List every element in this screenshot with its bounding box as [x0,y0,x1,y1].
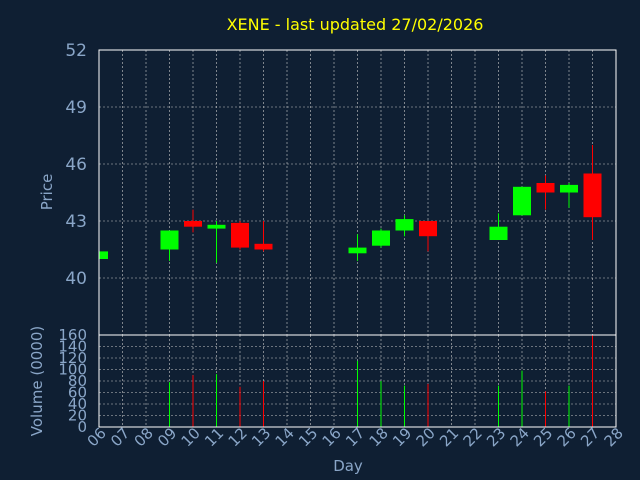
volume-tick-label: 0 [77,418,87,436]
x-tick-label: 09 [154,424,180,450]
volume-tick-label: 60 [68,384,87,402]
x-tick-label: 21 [436,424,462,450]
candle-body [583,173,602,218]
volume-axis-label: Volume (0000) [28,326,46,436]
candle-body [184,221,202,227]
candle-body [254,243,273,250]
price-tick-label: 52 [65,41,87,61]
candle-body [513,186,531,216]
candle-body [207,224,226,229]
x-tick-label: 14 [272,424,298,450]
x-tick-label: 27 [577,424,603,450]
volume-tick-label: 80 [68,372,87,390]
volume-tick-label: 40 [68,395,87,413]
volume-tick-label: 140 [58,338,87,356]
candle-body [160,230,179,250]
x-tick-label: 07 [107,424,133,450]
x-tick-label: 28 [601,424,627,450]
candle-body [536,183,555,193]
x-axis-label: Day [333,457,363,475]
candle-body [395,219,414,231]
x-tick-label: 10 [178,424,204,450]
x-tick-label: 24 [507,424,533,450]
x-tick-label: 11 [201,424,227,450]
price-axis-label: Price [38,174,56,211]
x-axis-ticks: 0607080910111213141516171819202122232425… [84,424,627,450]
x-tick-label: 15 [295,424,321,450]
price-tick-label: 49 [65,98,87,118]
x-tick-label: 16 [319,424,345,450]
x-tick-label: 13 [248,424,274,450]
x-tick-label: 23 [483,424,509,450]
volume-tick-label: 160 [58,326,87,344]
x-tick-label: 06 [84,424,110,450]
x-tick-label: 12 [225,424,251,450]
candle-body [372,230,390,246]
x-tick-label: 25 [530,424,556,450]
candle-body [231,222,249,248]
x-tick-label: 17 [342,424,368,450]
x-tick-label: 20 [413,424,439,450]
x-tick-label: 22 [460,424,486,450]
x-tick-label: 18 [366,424,392,450]
chart-title: XENE - last updated 27/02/2026 [227,15,484,34]
volume-tick-label: 20 [68,407,87,425]
candle-body [348,247,367,254]
x-tick-label: 08 [131,424,157,450]
price-tick-label: 40 [65,269,87,289]
volume-tick-label: 120 [58,349,87,367]
candle-body [99,251,108,259]
price-tick-label: 43 [65,212,87,232]
volume-plot-frame [98,334,617,428]
candle-body [419,221,437,237]
x-tick-label: 26 [554,424,580,450]
price-panel: 40 43 46 49 52 Price [38,41,617,336]
volume-tick-label: 100 [58,361,87,379]
price-tick-label: 46 [65,155,87,175]
x-tick-label: 19 [389,424,415,450]
candle-body [489,226,508,240]
candle-body [560,184,578,193]
